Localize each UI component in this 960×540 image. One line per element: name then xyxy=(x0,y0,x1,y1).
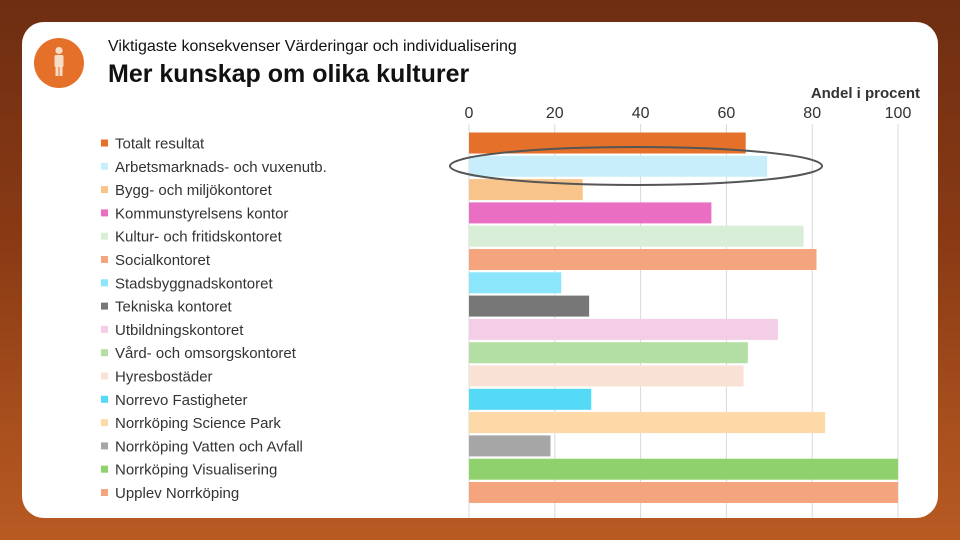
tick-label: 20 xyxy=(546,105,564,122)
legend-swatch xyxy=(101,372,108,380)
legend-label: Tekniska kontoret xyxy=(115,299,233,316)
legend-label: Vård- och omsorgskontoret xyxy=(115,345,297,362)
legend-swatch xyxy=(101,232,108,240)
legend-label: Kultur- och fritidskontoret xyxy=(115,229,283,246)
legend-swatch xyxy=(101,349,108,357)
legend-swatch xyxy=(101,489,108,496)
bar xyxy=(469,388,592,410)
legend-swatch xyxy=(101,442,108,450)
legend-label: Bygg- och miljökontoret xyxy=(115,182,273,199)
bar xyxy=(469,249,817,270)
legend: Totalt resultat Arbetsmarknads- och vuxen… xyxy=(101,136,327,502)
bar xyxy=(469,272,562,294)
legend-swatch xyxy=(101,465,108,473)
legend-swatch xyxy=(101,256,108,263)
legend-label: Socialkontoret xyxy=(115,252,211,269)
highlight-ellipse xyxy=(449,146,823,186)
legend-swatch xyxy=(101,279,108,287)
legend-swatch xyxy=(101,162,108,170)
bar-chart: 0 20 40 60 80 100 Andel i procent Totalt resu… xyxy=(101,85,920,518)
bar xyxy=(469,342,748,364)
legend-label: Norrevo Fastigheter xyxy=(115,392,248,409)
legend-swatch xyxy=(101,325,108,333)
tick-label: 40 xyxy=(632,105,650,122)
bar xyxy=(469,132,746,154)
legend-label: Upplev Norrköping xyxy=(115,485,239,502)
bar xyxy=(469,318,778,340)
legend-label: Totalt resultat xyxy=(115,136,205,153)
legend-swatch xyxy=(101,419,108,427)
bar xyxy=(469,202,712,224)
tick-label: 100 xyxy=(885,105,912,122)
bar xyxy=(469,155,768,177)
legend-swatch xyxy=(101,139,108,147)
bar xyxy=(469,458,898,480)
legend-label: Hyresbostäder xyxy=(115,369,213,386)
person-icon xyxy=(54,46,64,76)
person-badge xyxy=(34,38,84,88)
tick-labels: 0 20 40 60 80 100 xyxy=(465,105,912,122)
bar xyxy=(469,412,826,434)
legend-label: Norrköping Science Park xyxy=(115,415,281,432)
bars xyxy=(469,132,898,503)
legend-label: Utbildningskontoret xyxy=(115,322,244,339)
legend-swatch xyxy=(101,302,108,310)
tick-label: 80 xyxy=(803,105,821,122)
legend-label: Norrköping Visualisering xyxy=(115,462,277,479)
slide-subtitle: Viktigaste konsekvenser Värderingar och … xyxy=(108,38,517,55)
bar xyxy=(469,179,583,201)
bar xyxy=(469,225,804,247)
legend-swatch xyxy=(101,209,108,217)
legend-label: Arbetsmarknads- och vuxenutb. xyxy=(115,159,327,176)
slide-card: Viktigaste konsekvenser Värderingar och … xyxy=(22,22,938,518)
bar xyxy=(469,435,551,457)
bar xyxy=(469,482,898,503)
slide-title: Mer kunskap om olika kulturer xyxy=(108,60,470,88)
tick-label: 0 xyxy=(465,105,474,122)
bar xyxy=(469,365,744,387)
legend-swatch xyxy=(101,395,108,403)
legend-label: Kommunstyrelsens kontor xyxy=(115,205,288,222)
legend-swatch xyxy=(101,186,108,194)
tick-label: 60 xyxy=(718,105,736,122)
legend-label: Norrköping Vatten och Avfall xyxy=(115,438,303,455)
bar xyxy=(469,295,590,317)
axis-title: Andel i procent xyxy=(811,85,920,102)
legend-label: Stadsbyggnadskontoret xyxy=(115,275,273,292)
